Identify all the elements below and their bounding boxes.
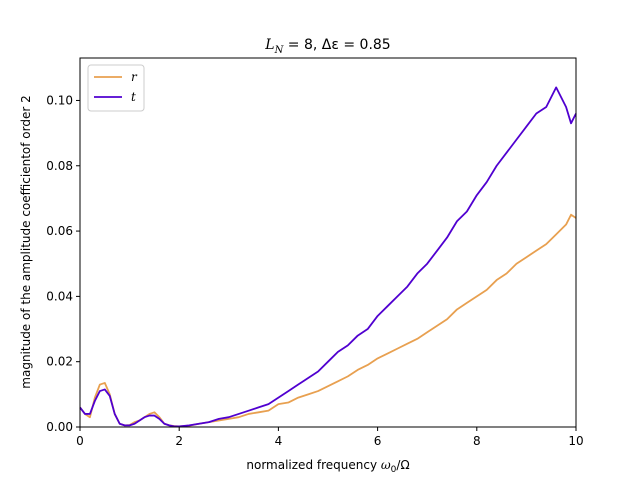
x-tick-label: 2 bbox=[175, 434, 183, 448]
x-tick-label: 0 bbox=[76, 434, 84, 448]
series-line-t bbox=[79, 86, 577, 428]
x-axis-label-subscript: 0 bbox=[391, 465, 397, 475]
legend: r t bbox=[87, 64, 145, 112]
y-axis-label: magnitude of the amplitude coefficientof… bbox=[19, 95, 33, 388]
x-axis-ticks: 0 2 4 6 8 10 bbox=[76, 427, 584, 448]
x-axis-label: normalized frequency ω0/Ω bbox=[246, 458, 409, 475]
y-axis-ticks: 0.00 0.02 0.04 0.06 0.08 0.10 bbox=[46, 93, 80, 434]
y-tick-label: 0.04 bbox=[46, 289, 73, 303]
y-tick-label: 0.00 bbox=[46, 420, 73, 434]
x-axis-label-rest: /Ω bbox=[396, 458, 409, 472]
x-tick-label: 4 bbox=[275, 434, 283, 448]
x-axis-label-text: normalized frequency bbox=[246, 458, 381, 472]
title-symbol: L bbox=[264, 37, 274, 53]
legend-label-t: t bbox=[131, 90, 136, 104]
series-line-r bbox=[79, 213, 577, 428]
x-tick-label: 10 bbox=[568, 434, 583, 448]
y-tick-label: 0.02 bbox=[46, 355, 73, 369]
title-rest: = 8, Δε = 0.85 bbox=[283, 37, 390, 53]
chart-title: LN = 8, Δε = 0.85 bbox=[264, 37, 390, 56]
x-tick-label: 6 bbox=[374, 434, 382, 448]
legend-label-r: r bbox=[131, 70, 138, 84]
y-tick-label: 0.10 bbox=[46, 93, 73, 107]
plot-frame bbox=[79, 57, 577, 428]
title-subscript: N bbox=[274, 45, 285, 56]
x-tick-label: 8 bbox=[473, 434, 481, 448]
series-layer bbox=[79, 86, 577, 428]
y-tick-label: 0.08 bbox=[46, 159, 73, 173]
y-tick-label: 0.06 bbox=[46, 224, 73, 238]
x-axis-label-symbol: ω bbox=[381, 458, 391, 472]
